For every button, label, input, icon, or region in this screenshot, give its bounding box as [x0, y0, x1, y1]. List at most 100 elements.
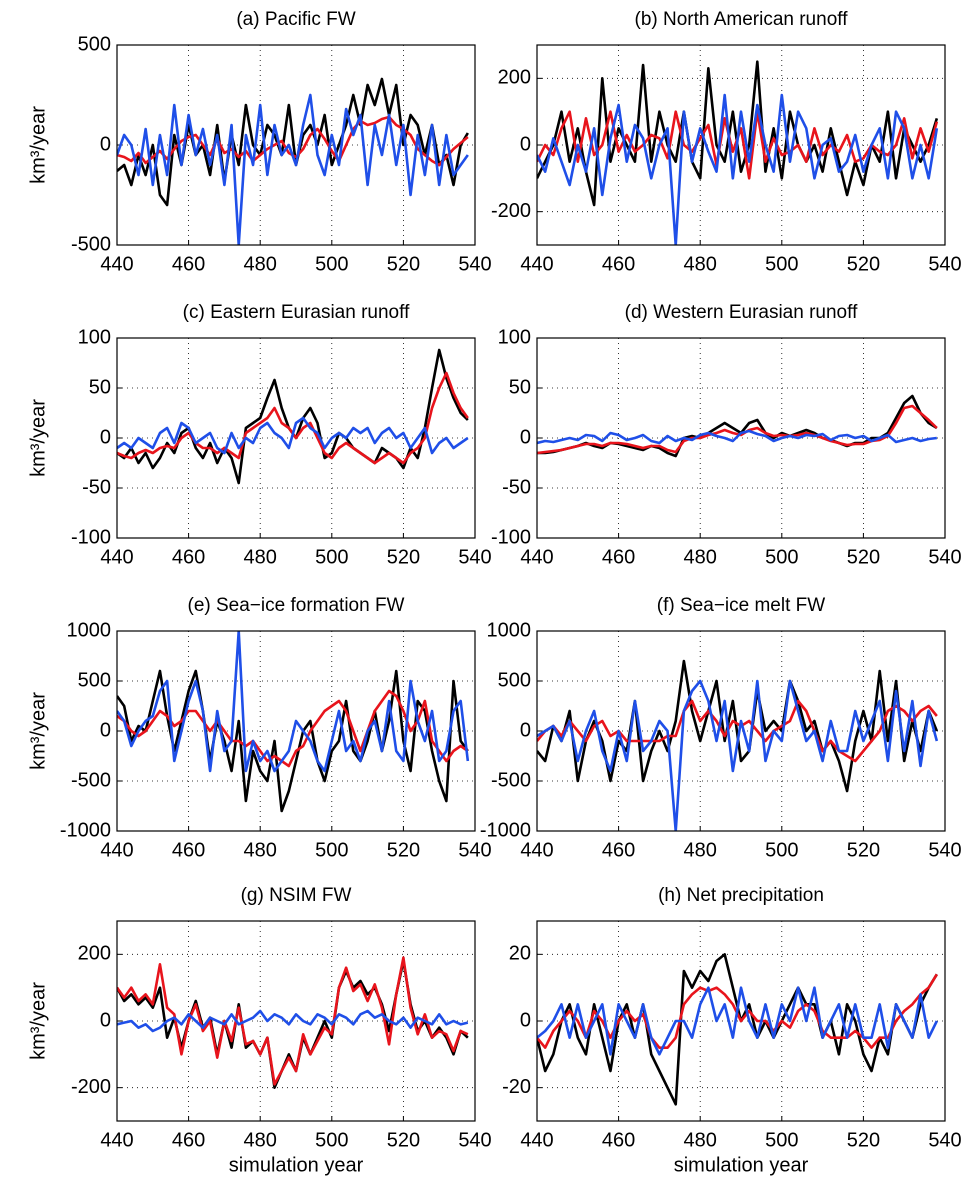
x-tick-label: 460 [172, 1129, 205, 1151]
x-tick-label: 440 [520, 1129, 553, 1151]
data-line [117, 1009, 469, 1033]
panel-title: (f) Sea−ice melt FW [657, 595, 825, 616]
data-line [117, 348, 469, 485]
x-tick-label: 500 [315, 253, 348, 275]
y-tick-label: -50 [82, 476, 111, 498]
data-line [117, 77, 469, 207]
x-tick-label: 460 [172, 839, 205, 861]
data-line [117, 669, 469, 813]
y-tick-label: 0 [100, 1009, 111, 1031]
x-tick-label: 520 [847, 546, 880, 568]
x-tick-label: 500 [315, 839, 348, 861]
x-tick-label: 500 [765, 546, 798, 568]
y-tick-label: 200 [78, 943, 111, 965]
y-tick-label: 0 [100, 719, 111, 741]
y-tick-label: -1000 [480, 819, 531, 841]
y-tick-label: -200 [71, 1076, 111, 1098]
panel-title: (h) Net precipitation [658, 885, 824, 906]
series-group [117, 77, 469, 245]
x-tick-label: 460 [602, 253, 635, 275]
x-tick-label: 460 [172, 546, 205, 568]
plot-frame [536, 920, 946, 1122]
x-tick-label: 540 [458, 1129, 491, 1151]
plot-frame [116, 337, 476, 539]
plot-frame [536, 337, 946, 539]
series-group [117, 631, 470, 813]
panel: (g) NSIM FW 440 460 480 500 520 540 -200 0 200 km³… [27, 885, 491, 1176]
plot-frame [536, 44, 946, 246]
series-group [537, 60, 939, 245]
panel: (b) North American runoff 440 460 480 500 520… [491, 9, 962, 275]
data-line [537, 986, 939, 1056]
y-tick-label: -100 [71, 526, 111, 548]
y-axis-label: km³/year [27, 399, 49, 477]
x-tick-label: 480 [244, 839, 277, 861]
data-line [117, 416, 469, 455]
data-line [537, 659, 939, 793]
x-tick-label: 540 [458, 253, 491, 275]
panel-title: (e) Sea−ice formation FW [188, 595, 405, 616]
y-tick-label: 500 [78, 669, 111, 691]
y-tick-label: 1000 [67, 619, 112, 641]
y-tick-label: 200 [498, 67, 531, 89]
x-tick-label: 440 [100, 546, 133, 568]
data-line [117, 956, 469, 1086]
data-line [537, 429, 937, 445]
x-tick-label: 480 [684, 546, 717, 568]
x-tick-label: 500 [315, 546, 348, 568]
x-tick-label: 520 [847, 253, 880, 275]
x-tick-label: 540 [928, 1129, 961, 1151]
plot-frame [116, 630, 476, 832]
x-tick-label: 520 [847, 1129, 880, 1151]
series-group [537, 659, 939, 831]
y-tick-label: 0 [100, 133, 111, 155]
x-tick-label: 540 [458, 839, 491, 861]
series-group [537, 953, 939, 1106]
y-tick-label: 100 [498, 326, 531, 348]
y-tick-label: -500 [491, 769, 531, 791]
y-axis-label: km³/year [27, 692, 49, 770]
panel: (e) Sea−ice formation FW 440 460 480 500 520 5… [27, 595, 491, 861]
x-tick-label: 480 [684, 1129, 717, 1151]
x-tick-label: 440 [520, 253, 553, 275]
x-tick-label: 540 [928, 546, 961, 568]
panel-title: (c) Eastern Eurasian runoff [183, 302, 410, 323]
y-tick-label: 0 [520, 133, 531, 155]
x-tick-label: 460 [172, 253, 205, 275]
x-tick-label: 440 [520, 546, 553, 568]
x-tick-label: 540 [458, 546, 491, 568]
y-axis-label: km³/year [27, 106, 49, 184]
y-tick-label: 500 [498, 669, 531, 691]
panel: (f) Sea−ice melt FW 440 460 480 500 520 540 -10… [480, 595, 962, 861]
x-tick-label: 500 [765, 839, 798, 861]
x-tick-label: 440 [100, 253, 133, 275]
panel-title: (a) Pacific FW [236, 9, 355, 30]
y-tick-label: -500 [71, 233, 111, 255]
x-tick-label: 480 [684, 253, 717, 275]
x-tick-label: 460 [602, 1129, 635, 1151]
series-group [117, 348, 469, 485]
x-tick-label: 460 [602, 546, 635, 568]
y-tick-label: -100 [491, 526, 531, 548]
panel: (a) Pacific FW 440 460 480 500 520 540 -500 0 500… [27, 9, 491, 275]
plot-frame [116, 920, 476, 1122]
y-tick-label: 1000 [487, 619, 532, 641]
y-tick-label: 500 [78, 33, 111, 55]
y-tick-label: 0 [100, 426, 111, 448]
x-tick-label: 440 [100, 839, 133, 861]
y-tick-label: -500 [71, 769, 111, 791]
y-tick-label: -20 [502, 1076, 531, 1098]
plot-frame [116, 44, 476, 246]
data-line [117, 631, 470, 773]
y-tick-label: 0 [520, 719, 531, 741]
series-group [537, 394, 938, 458]
y-tick-label: -50 [502, 476, 531, 498]
data-line [537, 699, 938, 763]
x-tick-label: 520 [387, 546, 420, 568]
data-line [117, 371, 469, 465]
data-line [537, 679, 939, 831]
